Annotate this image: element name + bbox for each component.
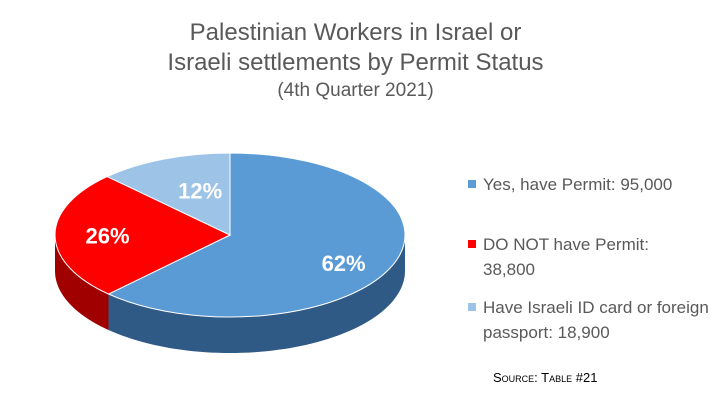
legend-swatch: [468, 240, 476, 248]
pie-side-1: [55, 235, 109, 330]
pie-side-0: [108, 235, 405, 353]
legend-label: Have Israeli ID card or foreign passport…: [483, 298, 709, 342]
data-label-2: 12%: [178, 179, 222, 204]
legend-swatch: [468, 303, 476, 311]
source-note: Source: Table #21: [493, 370, 598, 385]
chart-subtitle: (4th Quarter 2021): [277, 80, 434, 101]
data-label-1: 26%: [85, 223, 129, 248]
pie-slice-2: [106, 152, 231, 236]
legend-swatch: [468, 180, 476, 188]
pie-slice-1: [54, 176, 232, 295]
pie-slice-0: [107, 152, 406, 318]
chart-title-line2: Israeli settlements by Permit Status: [167, 49, 544, 76]
legend-label: DO NOT have Permit: 38,800: [483, 235, 649, 279]
legend-label: Yes, have Permit: 95,000: [483, 175, 673, 194]
chart-title-line1: Palestinian Workers in Israel or: [189, 19, 522, 46]
data-label-0: 62%: [322, 251, 366, 276]
